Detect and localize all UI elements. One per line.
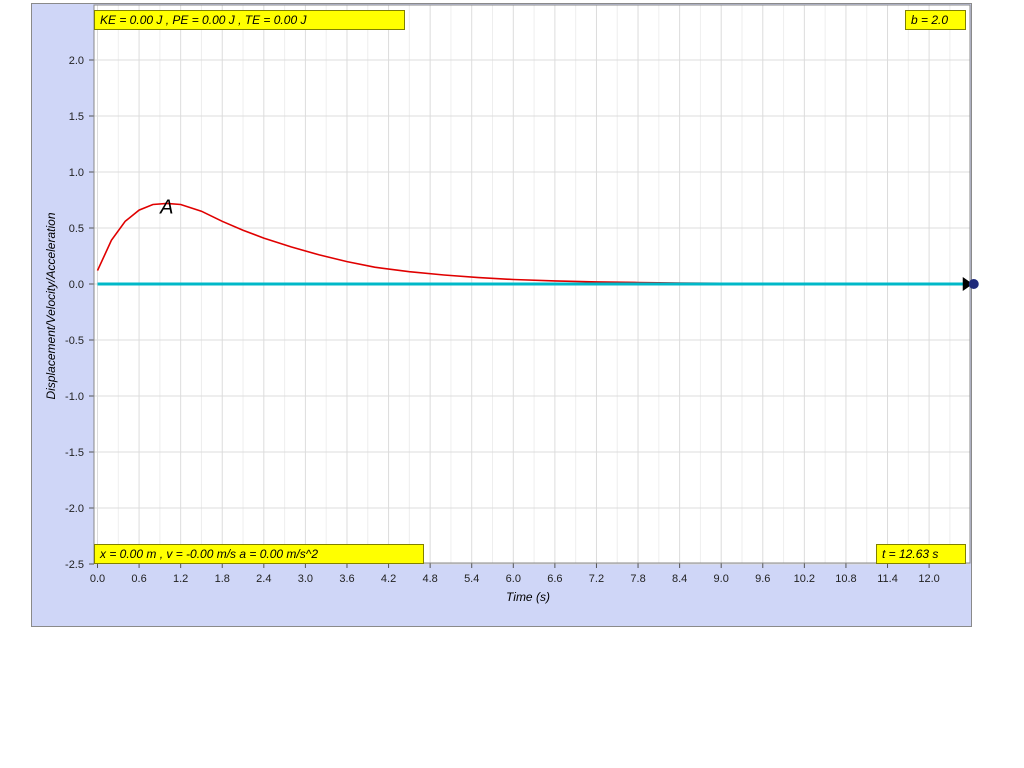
time-marker-arrow-icon	[962, 277, 973, 291]
x-tick-label: 9.0	[714, 573, 729, 585]
y-tick-label: -1.5	[65, 447, 84, 459]
damping-readout: b = 2.0	[905, 10, 966, 30]
x-tick-label: 11.4	[877, 573, 898, 585]
time-marker-dot	[968, 279, 979, 289]
curve-annotation: A	[159, 196, 173, 218]
x-tick-label: 9.6	[755, 573, 770, 585]
y-tick-label: -2.5	[65, 559, 84, 571]
x-tick-label: 4.8	[422, 573, 437, 585]
x-tick-label: 6.0	[506, 573, 521, 585]
time-readout: t = 12.63 s	[876, 544, 966, 564]
x-tick-label: 0.6	[131, 573, 146, 585]
y-tick-label: -0.5	[65, 335, 84, 347]
x-tick-label: 10.2	[794, 573, 815, 585]
x-tick-label: 5.4	[464, 573, 479, 585]
x-tick-label: 12.0	[918, 573, 939, 585]
x-tick-label: 7.2	[589, 573, 604, 585]
y-tick-label: 2.0	[69, 55, 84, 67]
x-tick-label: 6.6	[547, 573, 562, 585]
y-tick-label: 0.0	[69, 279, 84, 291]
x-tick-label: 1.8	[215, 573, 230, 585]
energy-readout: KE = 0.00 J , PE = 0.00 J , TE = 0.00 J	[94, 10, 405, 30]
x-tick-label: 3.6	[339, 573, 354, 585]
y-tick-label: 0.5	[69, 223, 84, 235]
x-tick-label: 1.2	[173, 573, 188, 585]
y-tick-label: 1.0	[69, 167, 84, 179]
y-tick-label: 1.5	[69, 111, 84, 123]
x-tick-label: 3.0	[298, 573, 313, 585]
y-tick-label: -2.0	[65, 503, 84, 515]
x-tick-label: 8.4	[672, 573, 687, 585]
x-tick-label: 4.2	[381, 573, 396, 585]
y-tick-label: -1.0	[65, 391, 84, 403]
x-tick-label: 10.8	[835, 573, 856, 585]
state-readout: x = 0.00 m , v = -0.00 m/s a = 0.00 m/s^…	[94, 544, 424, 564]
x-tick-label: 0.0	[90, 573, 105, 585]
x-axis-title: Time (s)	[506, 590, 550, 604]
x-tick-label: 7.8	[630, 573, 645, 585]
y-axis-title: Displacement/Velocity/Acceleration	[44, 212, 58, 399]
x-tick-label: 2.4	[256, 573, 271, 585]
